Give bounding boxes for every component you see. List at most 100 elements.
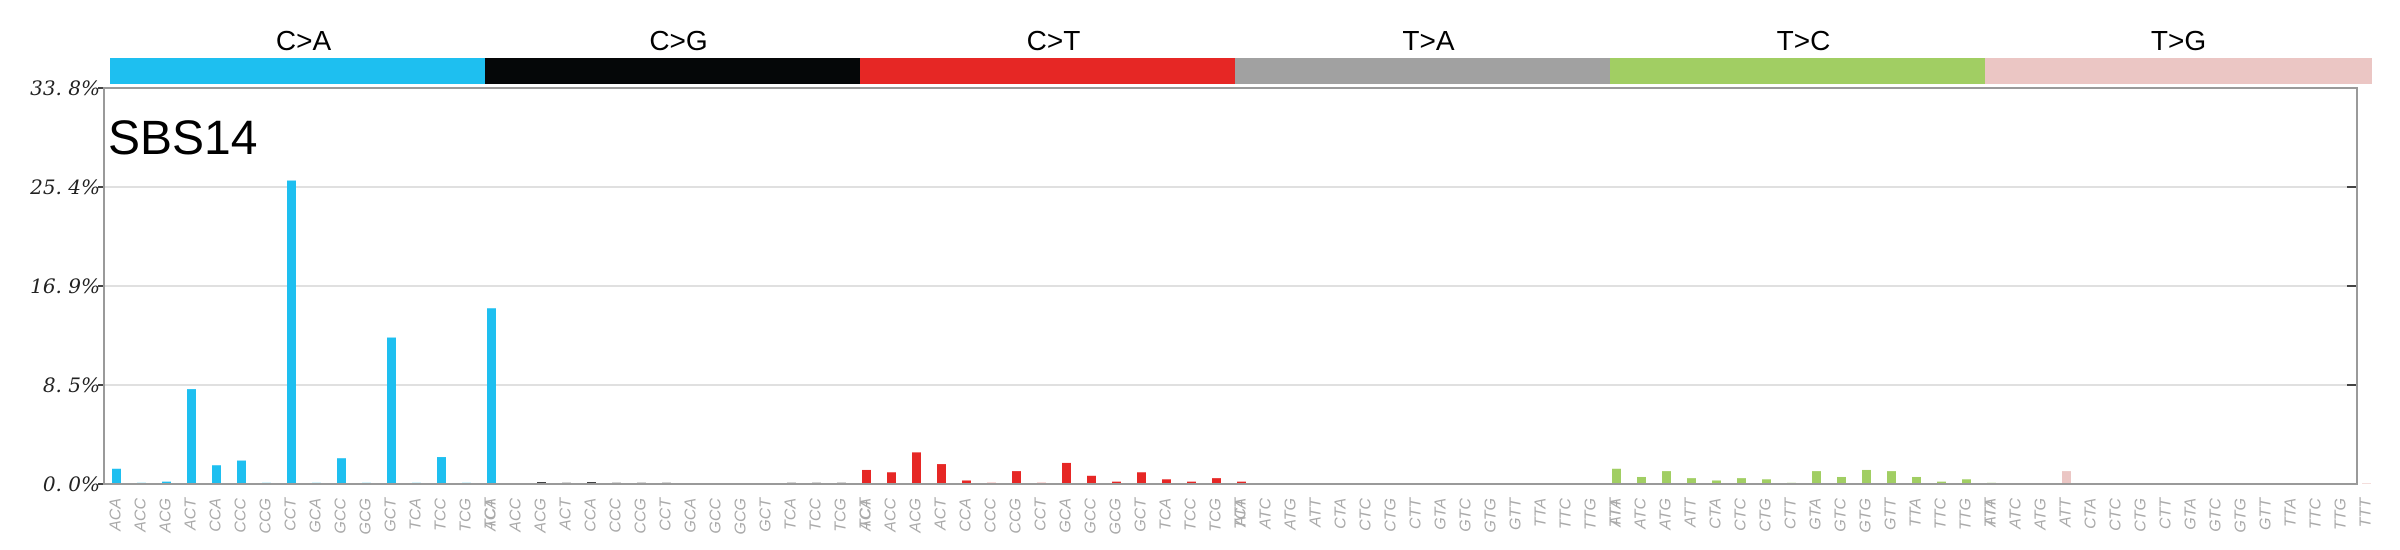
x-tick-label: CTC <box>1733 498 1750 531</box>
x-tick-label: TCG <box>833 498 850 532</box>
bar <box>962 480 971 484</box>
x-tick-label: CTG <box>1383 498 1400 532</box>
x-tick-label: GTC <box>1458 498 1475 532</box>
x-tick-label: CTT <box>2158 497 2175 529</box>
x-tick-label: TTG <box>1583 498 1600 530</box>
mutation-type-label: C>T <box>1027 25 1081 56</box>
bar <box>2062 471 2071 484</box>
x-tick-label: TTT <box>1983 497 2000 528</box>
bar <box>1862 469 1871 484</box>
x-tick-label: ATT <box>1683 497 1700 528</box>
x-tick-label: CTG <box>2133 498 2150 532</box>
x-tick-label: CTT <box>1408 497 1425 529</box>
bar <box>1612 468 1621 484</box>
x-tick-label: TCG <box>458 498 475 532</box>
bar <box>437 457 446 484</box>
x-tick-label: GTA <box>1433 498 1450 530</box>
x-tick-label: TTG <box>2333 498 2350 530</box>
x-tick-label: GCC <box>333 498 350 534</box>
x-tick-label: TTT <box>1608 497 1625 528</box>
bar <box>1062 462 1071 484</box>
x-tick-label: CCT <box>1033 497 1050 531</box>
x-tick-label: TCC <box>433 498 450 531</box>
x-tick-label: TTA <box>2283 498 2300 527</box>
bar <box>162 481 171 484</box>
bar <box>1937 481 1946 484</box>
x-tick-label: CCC <box>983 498 1000 533</box>
bar <box>1837 476 1846 484</box>
x-tick-label: TTC <box>1933 498 1950 530</box>
bar <box>1212 478 1221 484</box>
x-tick-label: CCA <box>958 498 975 532</box>
bar <box>1137 472 1146 484</box>
mutation-type-label: C>A <box>276 25 332 56</box>
x-tick-label: ATG <box>2033 498 2050 531</box>
bar <box>1162 479 1171 484</box>
x-tick-label: GTC <box>2208 498 2225 532</box>
x-tick-label: CTA <box>2083 498 2100 529</box>
x-tick-label: ACA <box>108 498 125 532</box>
x-tick-label: ACT <box>933 497 950 531</box>
mutation-type-bar <box>1235 58 1622 84</box>
x-tick-label: GCA <box>308 498 325 533</box>
x-tick-label: GTT <box>1508 497 1525 530</box>
x-tick-label: TCA <box>408 498 425 530</box>
x-tick-label: TTA <box>1908 498 1925 527</box>
bar-series <box>112 180 2371 484</box>
plot-frame <box>103 87 2358 485</box>
x-tick-label: ATC <box>1633 498 1650 530</box>
x-tick-label: CTA <box>1333 498 1350 529</box>
x-tick-label: GCT <box>1133 497 1150 532</box>
bar <box>387 337 396 484</box>
x-tick-label: GTT <box>1883 497 1900 530</box>
x-tick-label: ACG <box>908 498 925 534</box>
x-tick-label: TTG <box>1958 498 1975 530</box>
bar <box>1187 481 1196 484</box>
x-tick-label: TCG <box>1208 498 1225 532</box>
bar <box>912 452 921 484</box>
mutation-type-bar <box>1985 58 2372 84</box>
x-tick-label: GCT <box>383 497 400 532</box>
bar <box>1912 476 1921 484</box>
bar <box>1687 478 1696 484</box>
bar <box>862 469 871 484</box>
bar <box>1887 471 1896 484</box>
y-tick-label: 0. 0% <box>43 472 100 496</box>
x-tick-label: GTG <box>2233 498 2250 533</box>
x-tick-label: CCA <box>208 498 225 532</box>
bar <box>1662 471 1671 484</box>
x-tick-label: CTT <box>1783 497 1800 529</box>
x-tick-label: GTG <box>1483 498 1500 533</box>
x-tick-label: GTC <box>1833 498 1850 532</box>
mutation-type-bar <box>1610 58 1997 84</box>
x-tick-label: ATA <box>1608 498 1625 528</box>
x-tick-label: ATC <box>1258 498 1275 530</box>
x-tick-label: CTC <box>1358 498 1375 531</box>
x-tick-label: GTA <box>1808 498 1825 530</box>
x-tick-label: ATA <box>1233 498 1250 528</box>
x-tick-label: CCC <box>608 498 625 533</box>
bar <box>487 308 496 484</box>
x-tick-label: GTG <box>1858 498 1875 533</box>
bar <box>887 472 896 484</box>
bar <box>287 180 296 484</box>
x-tick-label: GTT <box>2258 497 2275 530</box>
x-tick-label: TCT <box>1233 497 1250 529</box>
mutation-type-label: T>C <box>1777 25 1831 56</box>
x-tick-label: CCG <box>1008 498 1025 534</box>
gridlines <box>104 186 2357 386</box>
x-tick-label: TCC <box>1183 498 1200 531</box>
mutation-type-bar <box>485 58 872 84</box>
x-tick-label: ATG <box>1658 498 1675 531</box>
bar <box>1112 481 1121 484</box>
y-tick-label: 25. 4% <box>29 175 100 199</box>
x-tick-label: TTC <box>2308 498 2325 530</box>
x-tick-label: ACG <box>533 498 550 534</box>
x-tick-label: GCC <box>708 498 725 534</box>
bar <box>937 464 946 484</box>
bar <box>2362 483 2371 484</box>
y-axis: 33. 8% 25. 4% 16. 9% 8. 5% 0. 0% <box>29 76 2357 496</box>
x-tick-label: ATT <box>2058 497 2075 528</box>
y-tick-label: 16. 9% <box>30 274 100 298</box>
